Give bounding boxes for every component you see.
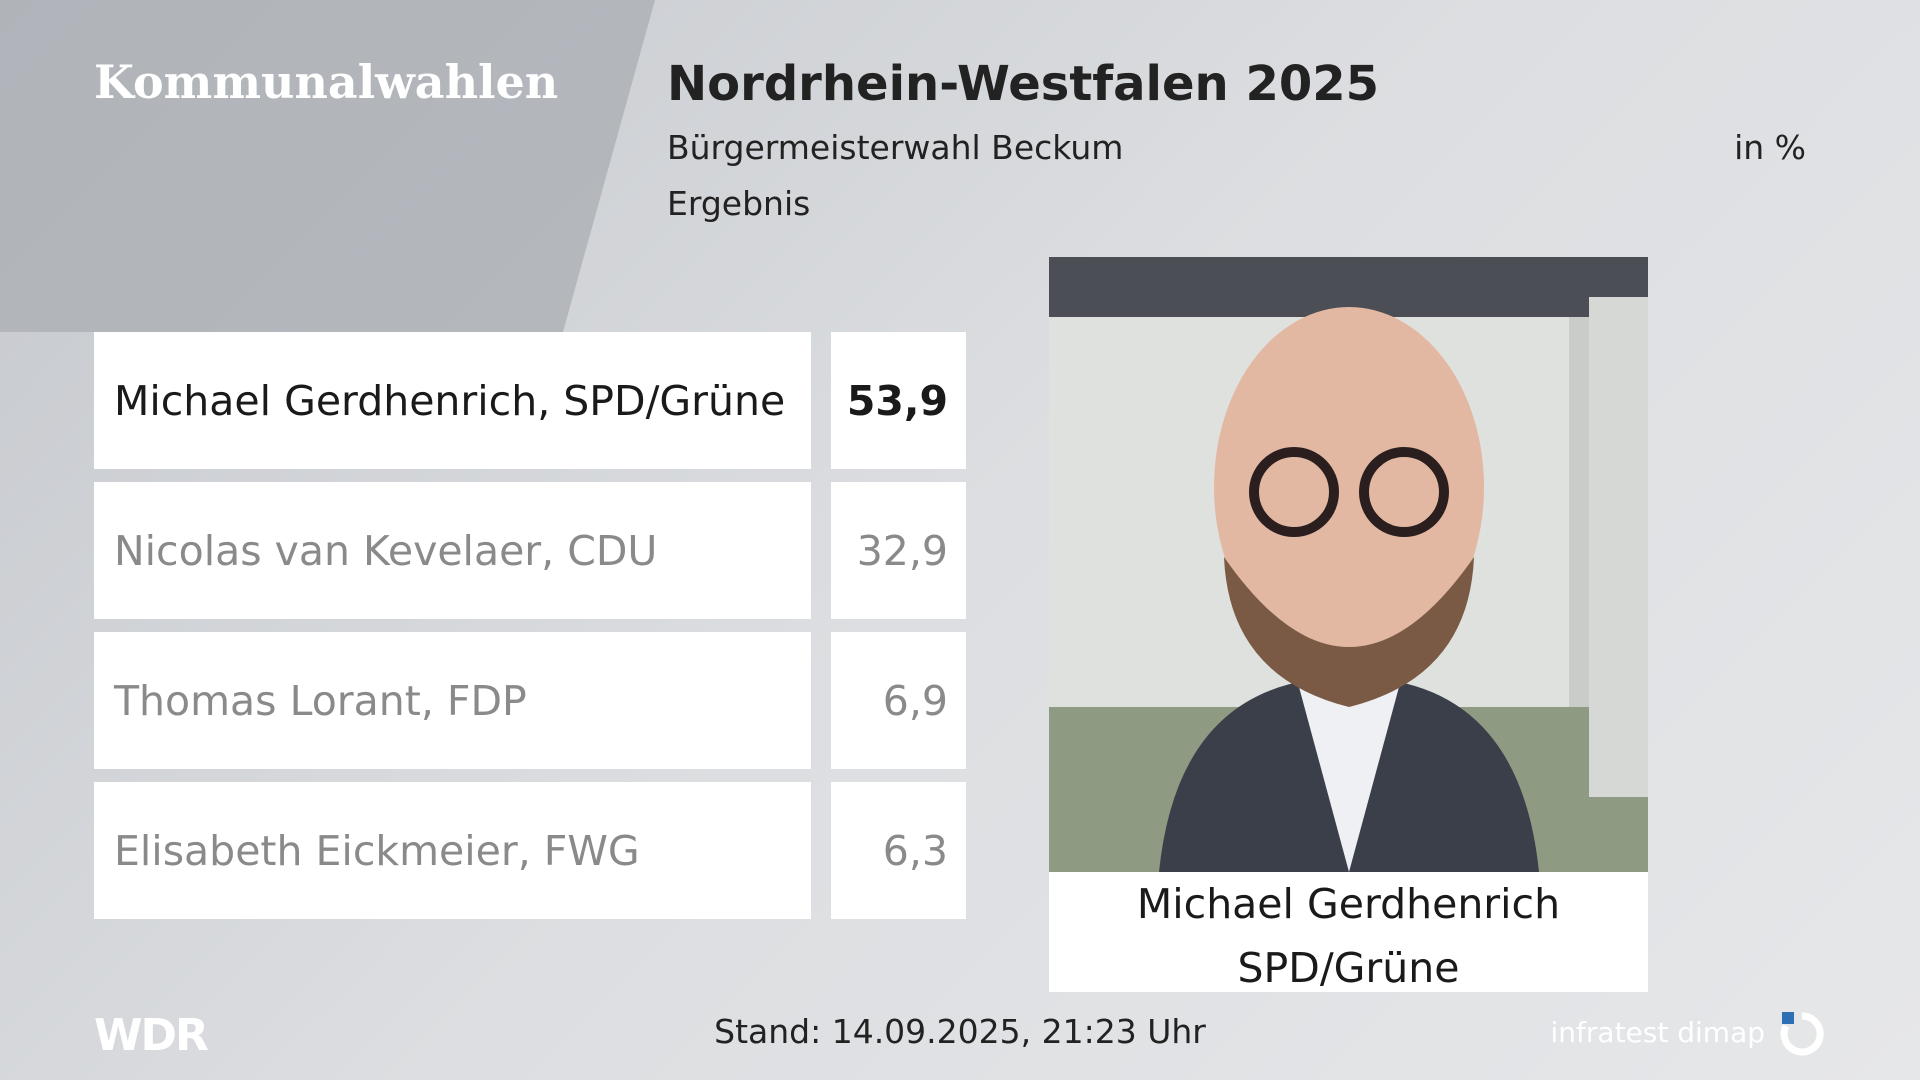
- provider: infratest dimap: [1550, 1016, 1765, 1049]
- share-cell: 6,3: [831, 782, 966, 919]
- candidate-cell: Nicolas van Kevelaer, CDU: [94, 482, 811, 619]
- background-band: [0, 0, 655, 332]
- caption: Michael Gerdhenrich SPD/Grüne: [1049, 872, 1648, 992]
- title: Nordrhein-Westfalen 2025: [667, 56, 1380, 112]
- category: Kommunalwahlen: [94, 55, 559, 109]
- share-cell: 53,9: [831, 332, 966, 469]
- timestamp: Stand: 14.09.2025, 21:23 Uhr: [714, 1012, 1206, 1051]
- provider-logo: [1780, 1012, 1824, 1056]
- candidate-photo: [1049, 257, 1648, 872]
- subtitle: Bürgermeisterwahl Beckum: [667, 128, 1124, 167]
- candidate-cell: Michael Gerdhenrich, SPD/Grüne: [94, 332, 811, 469]
- winner-name: Michael Gerdhenrich: [1136, 880, 1561, 928]
- unit: in %: [1734, 128, 1806, 167]
- share-cell: 6,9: [831, 632, 966, 769]
- candidate-cell: Thomas Lorant, FDP: [94, 632, 811, 769]
- broadcaster-logo: WDR: [94, 1010, 209, 1061]
- status: Ergebnis: [667, 184, 811, 223]
- share-cell: 32,9: [831, 482, 966, 619]
- winner-party: SPD/Grüne: [1237, 944, 1460, 992]
- candidate-cell: Elisabeth Eickmeier, FWG: [94, 782, 811, 919]
